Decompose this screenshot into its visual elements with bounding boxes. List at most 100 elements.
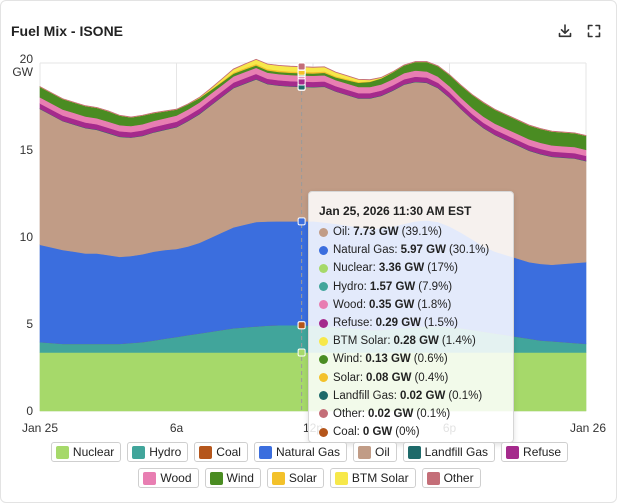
tooltip-series-value: 0.13 GW (365, 353, 411, 366)
tooltip-series-percent: (0.4%) (414, 371, 449, 384)
tooltip-series-percent: (7.9%) (418, 280, 453, 293)
tooltip-series-name: Wind: (333, 353, 363, 366)
tooltip-series-value: 7.73 GW (353, 226, 399, 239)
tooltip-color-dot (319, 336, 328, 346)
tooltip-series-percent: (1.4%) (441, 335, 476, 348)
y-tick-label: 15 (20, 143, 34, 157)
legend-item-wind[interactable]: Wind (204, 468, 261, 488)
x-tick-label: 6a (170, 421, 184, 435)
legend-item-landfill-gas[interactable]: Landfill Gas (402, 442, 496, 462)
tooltip-series-value: 0 GW (362, 426, 393, 439)
tooltip-color-dot (319, 245, 328, 255)
legend-label: Coal (216, 445, 241, 459)
tooltip-row: Refuse: 0.29 GW (1.5%) (319, 314, 505, 332)
legend-label: Refuse (523, 445, 562, 459)
tooltip-series-percent: (1.8%) (417, 298, 452, 311)
legend-label: Other (443, 471, 474, 485)
legend-item-btm-solar[interactable]: BTM Solar (329, 468, 416, 488)
legend-label: Nuclear (72, 445, 115, 459)
tooltip-color-dot (319, 263, 328, 273)
legend-item-coal[interactable]: Coal (194, 442, 248, 462)
fullscreen-button[interactable] (584, 21, 604, 41)
legend-item-refuse[interactable]: Refuse (501, 442, 569, 462)
hover-marker-coal (297, 321, 306, 330)
chart-legend: Nuclear Hydro Coal Natural Gas Oil Landfill G… (1, 442, 617, 488)
legend-swatch (258, 445, 272, 459)
legend-label: Solar (288, 471, 317, 485)
tooltip-series-name: Refuse: (333, 317, 373, 330)
tooltip-row: BTM Solar: 0.28 GW (1.4%) (319, 332, 505, 350)
legend-label: Wind (226, 471, 254, 485)
hover-marker-other (297, 62, 306, 71)
tooltip-row: Landfill Gas: 0.02 GW (0.1%) (319, 387, 505, 405)
chart-title: Fuel Mix - ISONE (11, 23, 124, 39)
tooltip-row: Coal: 0 GW (0%) (319, 423, 505, 441)
tooltip-series-value: 5.97 GW (400, 244, 446, 257)
x-tick-label: Jan 25 (22, 421, 58, 435)
tooltip-series-name: Coal: (333, 426, 360, 439)
tooltip-series-name: Solar: (333, 371, 364, 384)
hover-marker-natural-gas (297, 217, 306, 226)
tooltip-series-name: Natural Gas: (333, 244, 398, 257)
legend-swatch (334, 471, 348, 485)
x-tick-label: Jan 26 (570, 421, 606, 435)
tooltip-row: Other: 0.02 GW (0.1%) (319, 405, 505, 423)
tooltip-series-percent: (39.1%) (401, 226, 442, 239)
tooltip-series-name: Wood: (333, 298, 367, 311)
area-other[interactable] (39, 58, 587, 137)
tooltip-series-value: 0.08 GW (366, 371, 412, 384)
download-icon (558, 24, 572, 38)
download-button[interactable] (555, 21, 575, 41)
legend-item-hydro[interactable]: Hydro (127, 442, 189, 462)
tooltip-title: Jan 25, 2026 11:30 AM EST (319, 204, 472, 218)
hover-tooltip: Jan 25, 2026 11:30 AM EST Oil: 7.73 GW (39… (308, 191, 514, 443)
y-tick-label: 20 (20, 52, 34, 66)
legend-label: Landfill Gas (424, 445, 489, 459)
tooltip-color-dot (319, 318, 328, 328)
legend-swatch (426, 471, 440, 485)
tooltip-series-percent: (0.1%) (416, 407, 451, 420)
legend-item-natural-gas[interactable]: Natural Gas (253, 442, 347, 462)
tooltip-series-name: Oil: (333, 226, 351, 239)
tooltip-color-dot (319, 427, 328, 437)
fullscreen-icon (587, 24, 601, 38)
tooltip-series-value: 0.02 GW (399, 389, 446, 402)
legend-swatch (132, 445, 146, 459)
tooltip-row: Solar: 0.08 GW (0.4%) (319, 369, 505, 387)
tooltip-series-name: BTM Solar: (333, 335, 391, 348)
legend-label: BTM Solar (351, 471, 409, 485)
tooltip-series-value: 0.29 GW (375, 317, 422, 330)
legend-label: Wood (160, 471, 192, 485)
legend-item-nuclear[interactable]: Nuclear (50, 442, 122, 462)
legend-label: Natural Gas (275, 445, 340, 459)
legend-swatch (506, 445, 520, 459)
tooltip-series-percent: (1.5%) (424, 317, 458, 330)
tooltip-series-percent: (0.1%) (448, 389, 483, 402)
tooltip-row: Natural Gas: 5.97 GW (30.1%) (319, 241, 505, 259)
legend-item-wood[interactable]: Wood (138, 468, 199, 488)
tooltip-series-name: Landfill Gas: (333, 389, 397, 402)
tooltip-row: Hydro: 1.57 GW (7.9%) (319, 278, 505, 296)
legend-item-other[interactable]: Other (421, 468, 481, 488)
tooltip-color-dot (319, 354, 328, 364)
y-tick-label: 5 (26, 317, 33, 331)
legend-swatch (271, 471, 285, 485)
legend-swatch (358, 445, 371, 459)
tooltip-color-dot (319, 409, 328, 419)
tooltip-row: Nuclear: 3.36 GW (17%) (319, 259, 505, 277)
y-tick-label: 10 (20, 230, 34, 244)
legend-item-oil[interactable]: Oil (353, 442, 397, 462)
tooltip-series-value: 1.57 GW (369, 280, 416, 293)
tooltip-series-value: 0.35 GW (369, 298, 415, 311)
tooltip-series-value: 3.36 GW (378, 262, 425, 275)
tooltip-color-dot (319, 373, 328, 383)
legend-label: Oil (375, 445, 390, 459)
tooltip-color-dot (319, 391, 328, 401)
tooltip-series-name: Other: (333, 407, 365, 420)
tooltip-series-percent: (30.1%) (448, 244, 490, 257)
legend-label: Hydro (149, 445, 182, 459)
tooltip-series-percent: (0.6%) (413, 353, 448, 366)
tooltip-series-percent: (0%) (395, 426, 420, 439)
legend-item-solar[interactable]: Solar (266, 468, 324, 488)
